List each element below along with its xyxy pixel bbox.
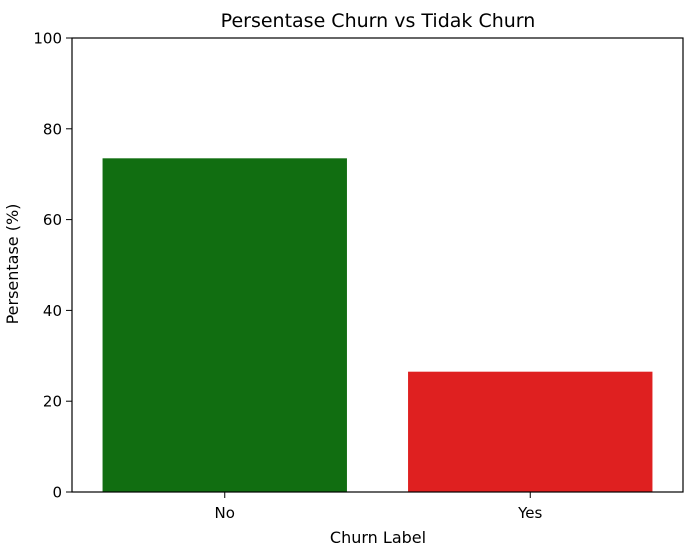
y-axis-ticks: 0 20 40 60 80 100 bbox=[33, 30, 72, 502]
y-tick-label: 100 bbox=[33, 30, 62, 48]
y-tick-label: 20 bbox=[43, 393, 62, 411]
plot-frame bbox=[71, 37, 684, 493]
x-axis-ticks: No Yes bbox=[215, 492, 543, 522]
bar-yes bbox=[408, 371, 653, 492]
plot-area bbox=[102, 158, 653, 492]
bar-no bbox=[102, 158, 347, 492]
y-axis-label: Persentase (%) bbox=[3, 204, 22, 325]
x-axis-label: Churn Label bbox=[330, 528, 426, 547]
y-tick-label: 0 bbox=[52, 484, 62, 502]
x-tick-label-yes: Yes bbox=[517, 504, 542, 522]
x-tick-label-no: No bbox=[215, 504, 235, 522]
y-tick-label: 60 bbox=[43, 211, 62, 229]
y-tick-label: 80 bbox=[43, 120, 62, 138]
chart-title: Persentase Churn vs Tidak Churn bbox=[221, 10, 536, 32]
y-tick-label: 40 bbox=[43, 302, 62, 320]
